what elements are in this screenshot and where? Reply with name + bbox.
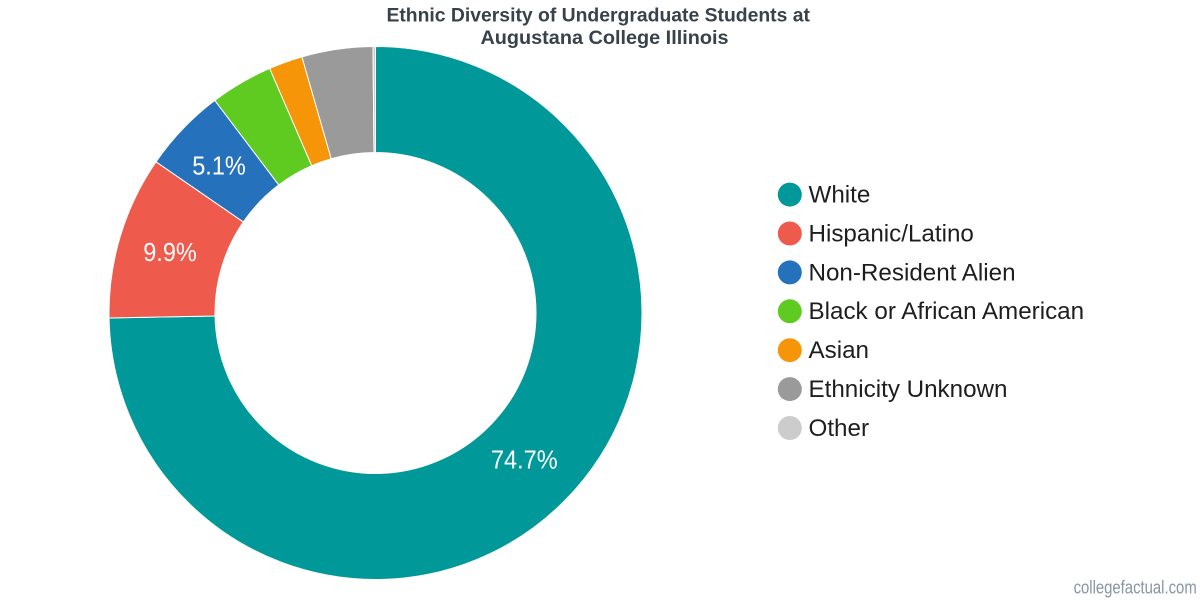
svg-text:Augustana College Illinois: Augustana College Illinois	[480, 27, 728, 49]
svg-text:Other: Other	[809, 415, 870, 442]
svg-text:Black or African American: Black or African American	[809, 298, 1085, 325]
svg-text:White: White	[809, 182, 871, 209]
svg-text:Asian: Asian	[809, 337, 870, 364]
svg-text:collegefactual.com: collegefactual.com	[1074, 577, 1197, 598]
svg-text:9.9%: 9.9%	[143, 239, 197, 267]
svg-text:5.1%: 5.1%	[192, 153, 246, 181]
svg-text:Ethnicity Unknown: Ethnicity Unknown	[809, 376, 1008, 403]
svg-text:Non-Resident Alien: Non-Resident Alien	[809, 259, 1016, 286]
svg-text:Ethnic Diversity of Undergradu: Ethnic Diversity of Undergraduate Studen…	[386, 5, 810, 27]
svg-text:74.7%: 74.7%	[491, 446, 558, 474]
svg-text:Hispanic/Latino: Hispanic/Latino	[809, 220, 974, 247]
